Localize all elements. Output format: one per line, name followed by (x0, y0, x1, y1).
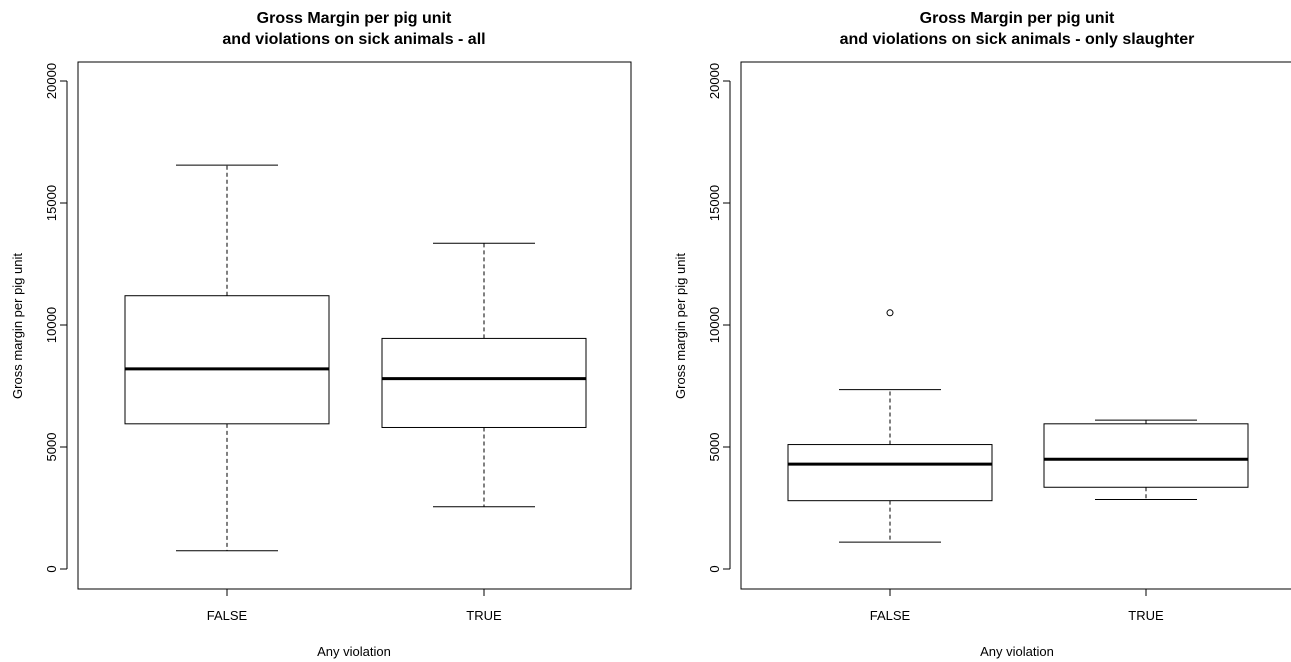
y-axis-label: Gross margin per pig unit (10, 253, 25, 399)
y-axis-label: Gross margin per pig unit (673, 253, 688, 399)
box-false (124, 164, 330, 552)
chart-title-line2: and violations on sick animals - all (222, 31, 485, 48)
y-tick-label: 0 (44, 565, 59, 572)
y-tick-label: 5000 (707, 433, 722, 462)
y-tick-label: 15000 (707, 185, 722, 221)
x-tick-label: TRUE (1128, 608, 1164, 623)
x-axis-label: Any violation (980, 644, 1054, 659)
y-tick-label: 20000 (44, 63, 59, 99)
box-false (787, 309, 993, 543)
iqr-box (787, 444, 993, 502)
chart-title-line2: and violations on sick animals - only sl… (840, 31, 1195, 48)
box-true (381, 242, 587, 508)
y-tick-label: 0 (707, 565, 722, 572)
chart-panel-only-slaughter: Gross Margin per pig unit and violations… (673, 10, 1291, 659)
outlier-point (886, 309, 894, 317)
x-tick-label: TRUE (466, 608, 502, 623)
iqr-box (124, 295, 330, 425)
chart-title-line1: Gross Margin per pig unit (920, 10, 1115, 27)
plot-frame (740, 61, 1291, 590)
box-true (1043, 419, 1249, 500)
boxplot-marks: 0 5000 10000 15000 20000 FALSE TRUE (44, 63, 587, 623)
chart-title-line1: Gross Margin per pig unit (257, 10, 452, 27)
iqr-box (381, 337, 587, 428)
iqr-box (1043, 423, 1249, 488)
y-tick-label: 20000 (707, 63, 722, 99)
x-axis-label: Any violation (317, 644, 391, 659)
chart-panel-all: Gross Margin per pig unit and violations… (10, 10, 632, 659)
y-tick-label: 15000 (44, 185, 59, 221)
y-tick-label: 10000 (44, 307, 59, 343)
y-tick-label: 10000 (707, 307, 722, 343)
x-tick-label: FALSE (870, 608, 911, 623)
y-tick-label: 5000 (44, 433, 59, 462)
x-tick-label: FALSE (207, 608, 248, 623)
boxplot-marks: 0 5000 10000 15000 20000 FALSE TRUE (707, 63, 1249, 623)
